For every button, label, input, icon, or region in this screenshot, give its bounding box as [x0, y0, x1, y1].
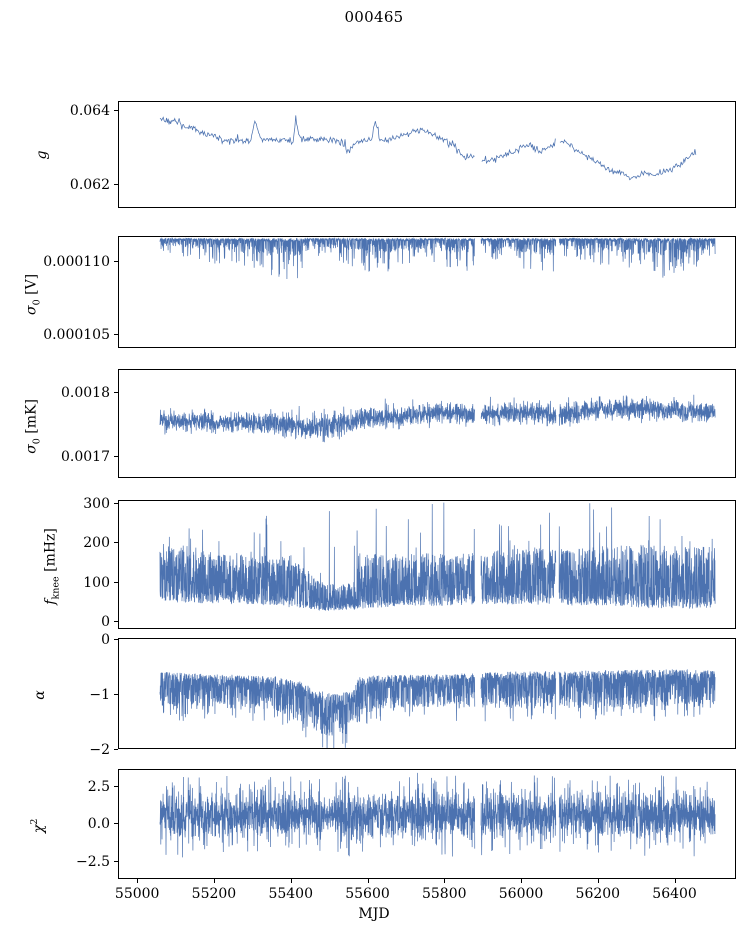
x-ticklabel-7: 56400 [652, 886, 697, 902]
panel-g-ytick-1: 0.062 [69, 177, 110, 193]
panel-alpha-ytick-2: −2 [89, 742, 110, 758]
panel-fknee-ylabel: fknee [mHz] [42, 528, 62, 605]
panel-g [118, 101, 736, 208]
panel-fknee-tickmark-0 [114, 503, 118, 504]
panel-fknee-plot [119, 501, 735, 628]
panel-g-ylabel: g [34, 150, 50, 160]
x-axis-label: MJD [358, 906, 390, 922]
panel-chi2 [118, 769, 736, 879]
panel-alpha-ytick-0: 0 [101, 632, 110, 648]
x-tickmark-7 [674, 879, 676, 883]
panel-alpha-tickmark-2 [114, 749, 118, 750]
panel-sigma0-v-plot [119, 237, 735, 347]
panel-alpha-plot [119, 639, 735, 748]
panel-chi2-tickmark-2 [114, 861, 118, 862]
x-ticklabel-4: 55800 [421, 886, 467, 902]
panel-chi2-ylabel: χ2 [29, 818, 47, 834]
panel-chi2-ytick-1: 0.0 [87, 816, 110, 832]
x-tickmark-6 [597, 879, 599, 883]
panel-chi2-ytick-0: 2.5 [87, 779, 110, 795]
panel-chi2-tickmark-0 [114, 786, 118, 787]
panel-sigma0-mk-ytick-0: 0.0018 [61, 385, 110, 401]
x-tickmark-0 [137, 879, 139, 883]
x-ticklabel-0: 55000 [114, 886, 160, 902]
panel-fknee-tickmark-1 [114, 542, 118, 543]
panel-sigma0-mk [118, 369, 736, 478]
series-fknee [160, 503, 715, 611]
panel-fknee-ytick-0: 300 [83, 496, 110, 512]
panel-chi2-ytick-2: −2.5 [76, 854, 110, 870]
panel-sigma0-v-tickmark-1 [114, 334, 118, 335]
panel-sigma0-mk-ytick-1: 0.0017 [61, 449, 110, 465]
panel-fknee-tickmark-3 [114, 621, 118, 622]
x-ticklabel-5: 56000 [498, 886, 544, 902]
panel-sigma0-v-ytick-1: 0.000105 [43, 327, 110, 343]
series-g [160, 115, 696, 179]
panel-chi2-plot [119, 770, 735, 878]
panel-g-tickmark-1 [114, 184, 118, 185]
x-tickmark-5 [521, 879, 523, 883]
series-sigma0-mk [160, 395, 715, 442]
panel-sigma0-v [118, 236, 736, 348]
panel-fknee-tickmark-2 [114, 582, 118, 583]
panel-fknee-ytick-2: 100 [83, 575, 110, 591]
panel-alpha-ytick-1: −1 [89, 687, 110, 703]
panel-alpha-ylabel: α [32, 690, 48, 700]
x-tickmark-4 [444, 879, 446, 883]
x-ticklabel-3: 55600 [345, 886, 390, 902]
panel-g-tickmark-0 [114, 110, 118, 111]
panel-alpha-tickmark-1 [114, 694, 118, 695]
panel-fknee-ytick-3: 0 [101, 614, 110, 630]
x-tickmark-2 [290, 879, 292, 883]
panel-sigma0-mk-tickmark-1 [114, 456, 118, 457]
panel-alpha-tickmark-0 [114, 639, 118, 640]
x-ticklabel-1: 55200 [191, 886, 237, 902]
x-ticklabel-6: 56200 [575, 886, 621, 902]
x-ticklabel-2: 55400 [268, 886, 313, 902]
panel-sigma0-v-ytick-0: 0.000110 [43, 254, 110, 270]
panel-g-plot [119, 102, 735, 207]
panel-g-ytick-0: 0.064 [69, 103, 110, 119]
panel-sigma0-mk-tickmark-0 [114, 392, 118, 393]
x-tickmark-3 [367, 879, 369, 883]
series-chi2 [160, 773, 715, 857]
panel-sigma0-mk-plot [119, 370, 735, 477]
panel-chi2-tickmark-1 [114, 823, 118, 824]
panel-fknee-ytick-1: 200 [83, 535, 110, 551]
series-sigma0-v [160, 238, 715, 279]
panel-sigma0-v-tickmark-0 [114, 261, 118, 262]
series-alpha [160, 669, 715, 748]
panel-fknee [118, 500, 736, 629]
figure-title: 000465 [344, 8, 404, 26]
panel-alpha [118, 638, 736, 749]
x-tickmark-1 [213, 879, 215, 883]
